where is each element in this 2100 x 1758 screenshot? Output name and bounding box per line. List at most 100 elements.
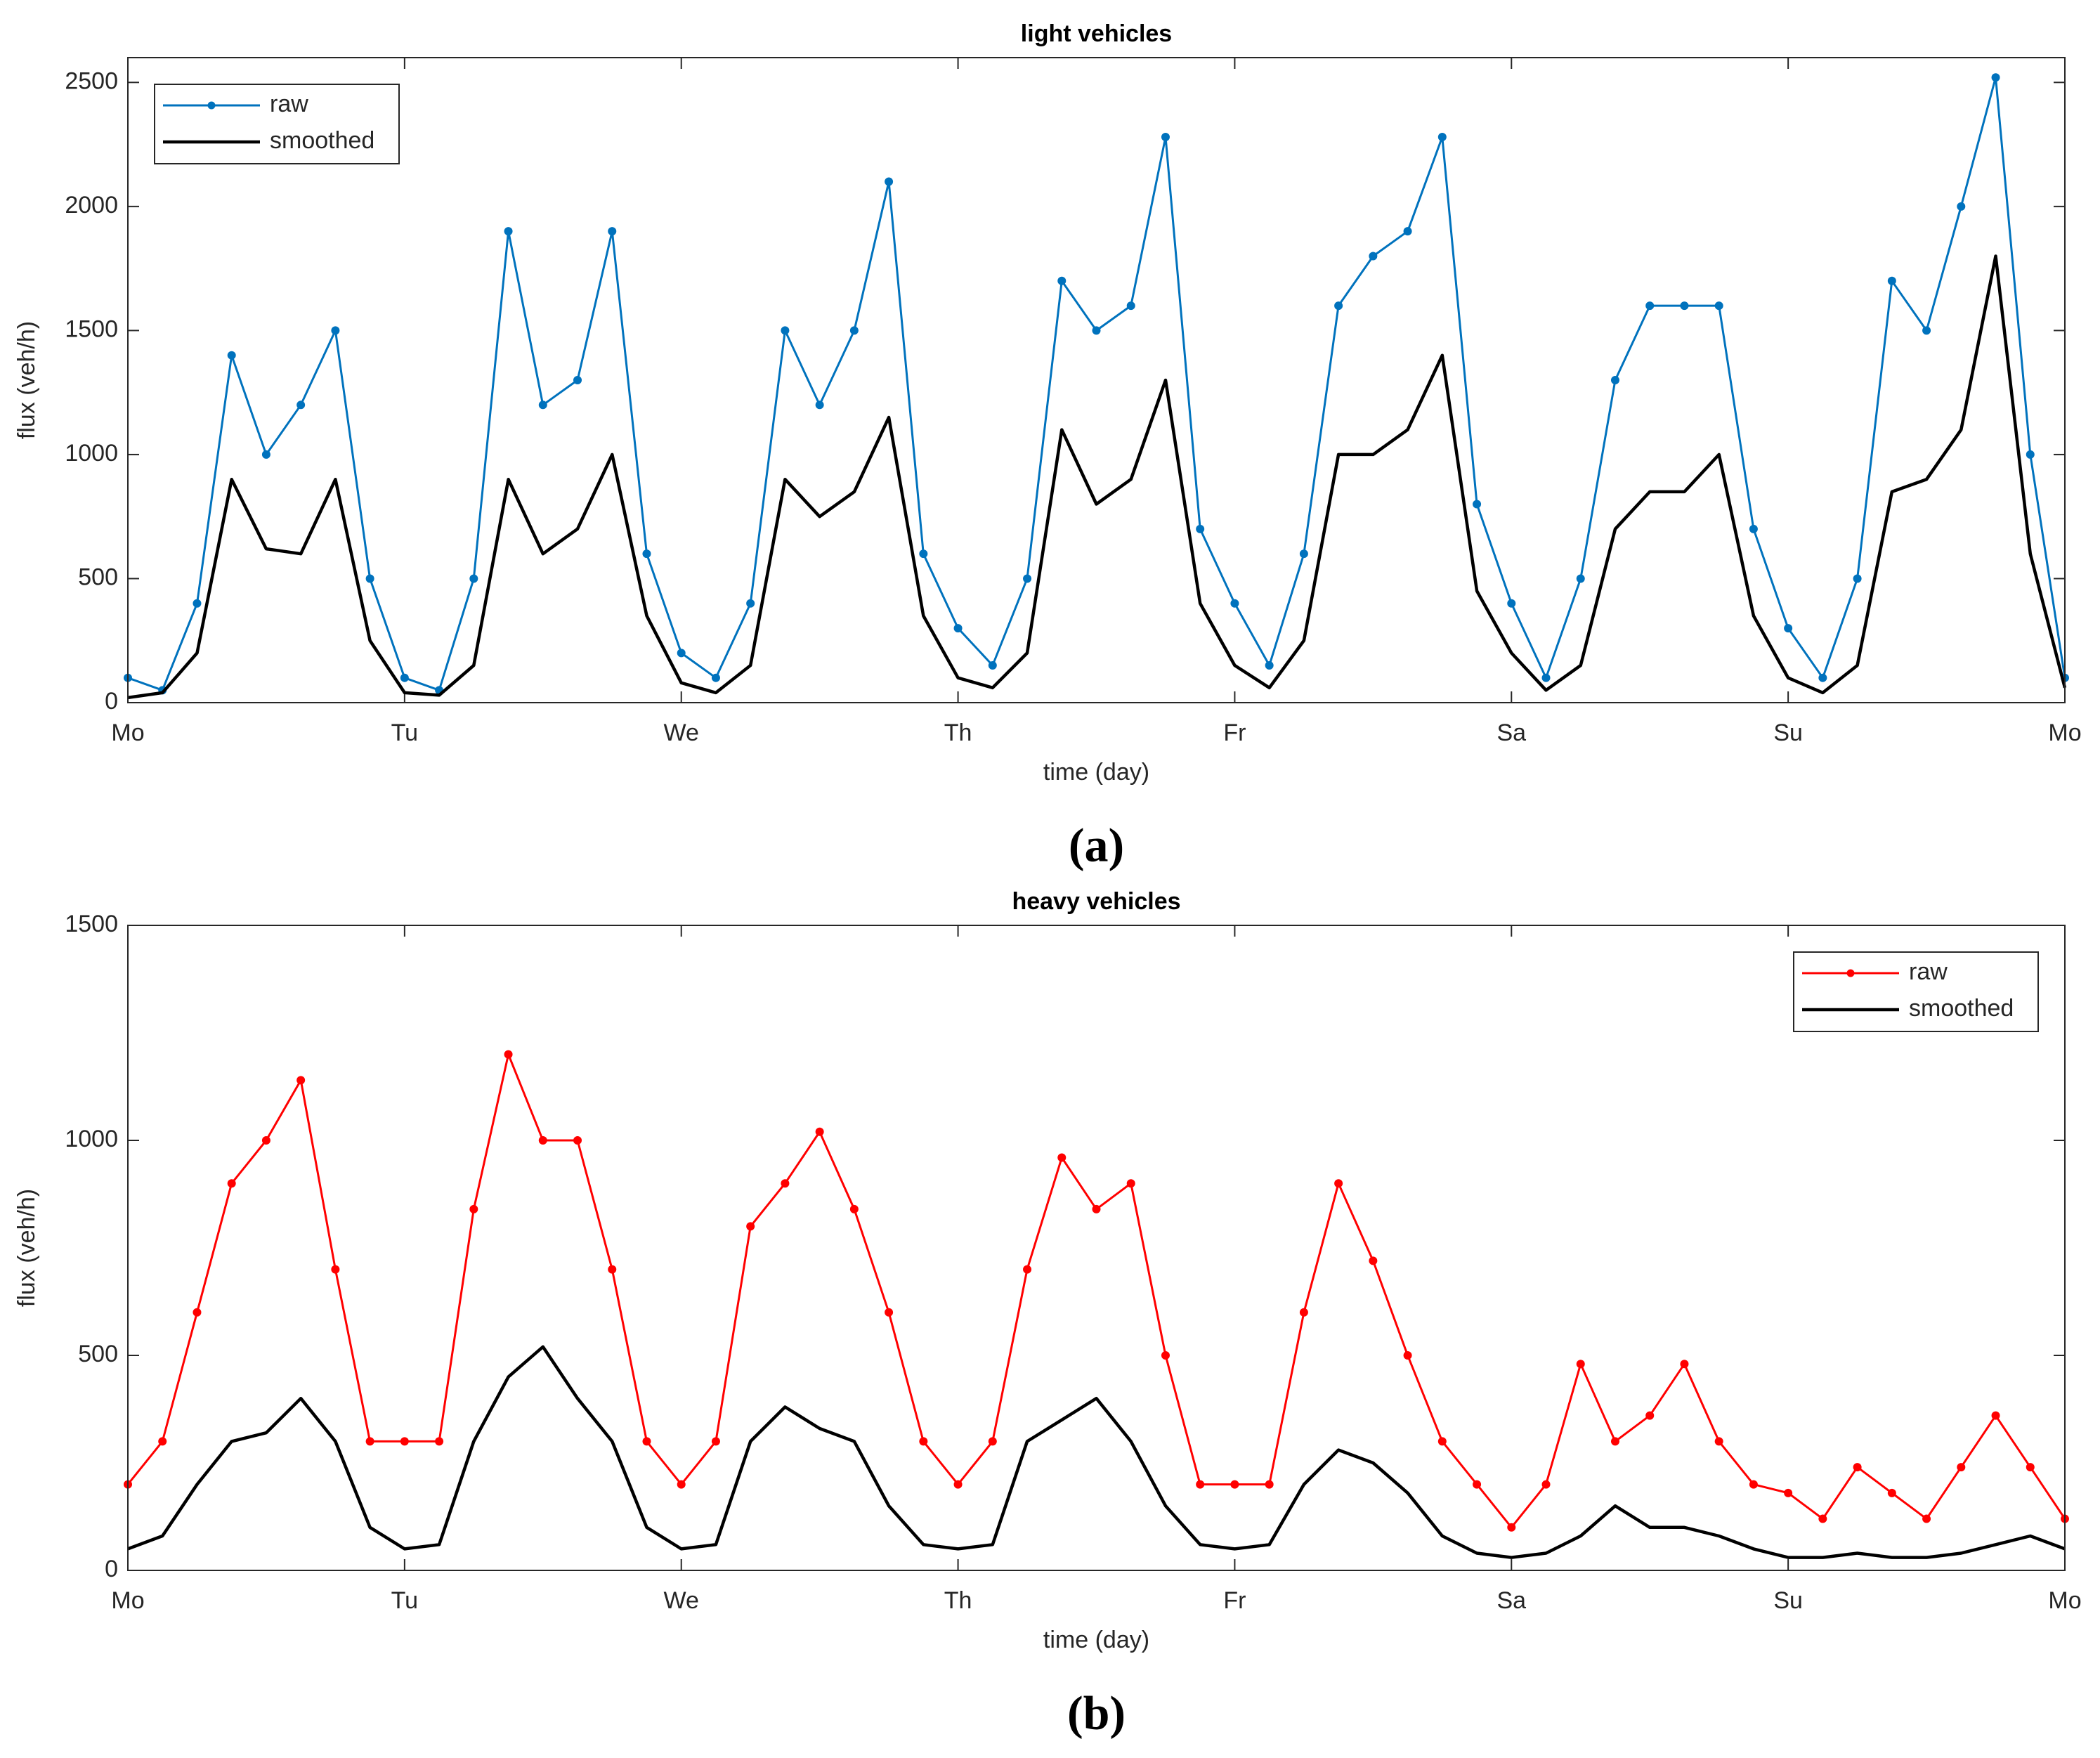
- y-tick-label: 1000: [65, 1126, 118, 1152]
- raw-marker: [1473, 500, 1482, 509]
- legend-label: raw: [270, 91, 308, 117]
- raw-marker: [227, 351, 236, 360]
- raw-marker: [1610, 1437, 1619, 1446]
- raw-marker: [227, 1179, 236, 1188]
- legend-marker: [1846, 969, 1855, 977]
- raw-marker: [885, 177, 894, 186]
- raw-marker: [1610, 376, 1619, 384]
- raw-marker: [953, 624, 963, 633]
- x-tick-label: Sa: [1496, 720, 1526, 746]
- raw-marker: [1991, 73, 2000, 82]
- x-tick-label: Mo: [111, 720, 144, 746]
- raw-marker: [1784, 624, 1793, 633]
- raw-marker: [1057, 276, 1067, 285]
- raw-marker: [1887, 276, 1896, 285]
- raw-marker: [469, 574, 478, 583]
- raw-marker: [1887, 1488, 1896, 1497]
- raw-marker: [1714, 301, 1723, 311]
- raw-marker: [1818, 673, 1827, 682]
- raw-marker: [608, 227, 617, 236]
- raw-marker: [781, 326, 790, 335]
- raw-marker: [1092, 1204, 1101, 1213]
- raw-marker: [919, 1437, 928, 1446]
- raw-marker: [538, 401, 547, 410]
- raw-marker: [1507, 599, 1516, 608]
- raw-marker: [1126, 1179, 1135, 1188]
- raw-marker: [1369, 252, 1378, 261]
- y-axis-label: flux (veh/h): [13, 1189, 40, 1307]
- x-tick-label: We: [664, 720, 699, 746]
- raw-marker: [400, 1437, 409, 1446]
- raw-marker: [1161, 1351, 1170, 1360]
- raw-marker: [1230, 599, 1239, 608]
- legend-box: [1793, 951, 2039, 1032]
- raw-marker: [608, 1265, 617, 1274]
- y-tick-label: 0: [105, 1556, 118, 1582]
- raw-marker: [642, 549, 651, 559]
- y-tick-label: 1500: [65, 315, 118, 342]
- raw-marker: [1507, 1523, 1516, 1532]
- raw-marker: [1853, 1463, 1862, 1472]
- raw-marker: [1403, 1351, 1412, 1360]
- caption: (b): [1067, 1686, 1126, 1740]
- plot-area: [128, 58, 2065, 703]
- raw-marker: [1645, 301, 1655, 311]
- legend-label: raw: [1909, 958, 1948, 985]
- x-axis-label: time (day): [1043, 759, 1149, 786]
- raw-marker: [988, 1437, 997, 1446]
- plot-area: [128, 925, 2065, 1570]
- raw-marker: [158, 1437, 167, 1446]
- raw-marker: [1645, 1411, 1655, 1420]
- raw-marker: [1818, 1514, 1827, 1523]
- y-tick-label: 2500: [65, 67, 118, 94]
- raw-marker: [296, 1076, 306, 1085]
- chart-title: light vehicles: [1021, 20, 1172, 47]
- raw-marker: [1853, 574, 1862, 583]
- caption: (a): [1069, 819, 1124, 872]
- raw-marker: [435, 1437, 444, 1446]
- raw-marker: [261, 1136, 270, 1145]
- raw-marker: [1541, 1480, 1551, 1489]
- x-tick-label: Fr: [1223, 1587, 1246, 1614]
- raw-marker: [677, 649, 686, 658]
- raw-marker: [365, 574, 374, 583]
- x-tick-label: Fr: [1223, 720, 1246, 746]
- x-tick-label: Mo: [2048, 1587, 2081, 1614]
- axes-box: [127, 57, 2066, 703]
- raw-marker: [1437, 1437, 1447, 1446]
- raw-marker: [1023, 574, 1032, 583]
- y-axis-label: flux (veh/h): [13, 321, 40, 439]
- x-tick-label: We: [664, 1587, 699, 1614]
- raw-marker: [1196, 1480, 1205, 1489]
- raw-marker: [1092, 326, 1101, 335]
- raw-marker: [953, 1480, 963, 1489]
- raw-marker: [642, 1437, 651, 1446]
- raw-marker: [988, 661, 997, 670]
- raw-marker: [504, 227, 513, 236]
- raw-marker: [1473, 1480, 1482, 1489]
- raw-marker: [1922, 326, 1931, 335]
- raw-marker: [1922, 1514, 1931, 1523]
- x-tick-label: Tu: [391, 720, 418, 746]
- raw-marker: [2026, 450, 2035, 459]
- raw-marker: [1749, 524, 1758, 533]
- raw-marker: [1957, 202, 1966, 211]
- smoothed-line: [127, 254, 2067, 700]
- x-tick-label: Sa: [1496, 1587, 1526, 1614]
- raw-marker: [296, 401, 306, 410]
- raw-marker: [1126, 301, 1135, 311]
- y-tick-label: 1500: [65, 911, 118, 937]
- raw-marker: [919, 549, 928, 559]
- raw-marker: [1680, 301, 1689, 311]
- smoothed-line: [127, 1345, 2066, 1559]
- raw-marker: [1680, 1360, 1689, 1369]
- raw-marker: [469, 1204, 478, 1213]
- legend-marker: [207, 101, 216, 110]
- raw-marker: [1057, 1153, 1067, 1162]
- legend-label: smoothed: [270, 127, 374, 154]
- raw-marker: [1299, 549, 1308, 559]
- x-tick-label: Su: [1773, 1587, 1803, 1614]
- raw-marker: [711, 1437, 720, 1446]
